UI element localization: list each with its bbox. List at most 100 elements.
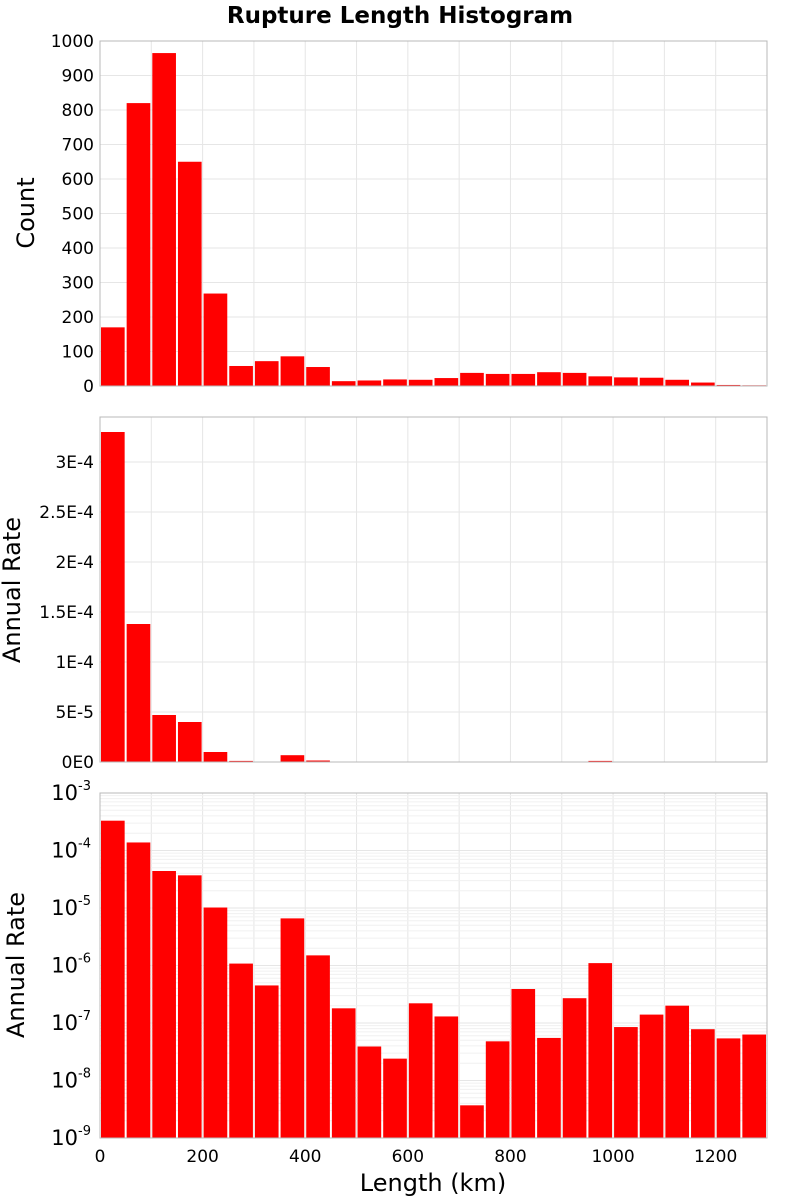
x-tick-label: 200: [186, 1147, 218, 1167]
histogram-bar: [460, 1105, 484, 1138]
histogram-bar: [203, 293, 228, 386]
histogram-bar: [101, 820, 125, 1138]
histogram-bar: [203, 907, 228, 1138]
y-tick-label: 900: [62, 67, 94, 87]
histogram-bar: [691, 1029, 715, 1138]
y-tick-label: 100: [62, 343, 94, 363]
histogram-bar: [716, 1038, 741, 1138]
y-axis-label: Annual Rate: [2, 892, 30, 1038]
histogram-bar: [280, 755, 305, 762]
histogram-bar: [408, 1003, 433, 1138]
histogram-bar: [126, 103, 151, 386]
x-tick-label: 800: [494, 1147, 526, 1167]
histogram-bar: [742, 1034, 766, 1138]
histogram-bar: [177, 722, 202, 762]
y-tick-label: 10-8: [51, 1067, 91, 1093]
histogram-bar: [126, 624, 151, 762]
plot-frame: [99, 40, 768, 387]
histogram-bar: [101, 432, 125, 762]
histogram-bar: [511, 989, 536, 1138]
y-tick-label: 10-6: [51, 952, 91, 978]
y-tick-label: 10-9: [51, 1124, 91, 1150]
y-tick-label: 1.5E-4: [39, 603, 94, 623]
x-tick-label: 1200: [694, 1147, 737, 1167]
x-tick-label: 400: [289, 1147, 321, 1167]
histogram-bar: [357, 380, 382, 386]
histogram-bar: [357, 1046, 382, 1138]
y-tick-label: 10-7: [51, 1009, 91, 1035]
y-tick-label: 0E0: [62, 753, 94, 773]
histogram-bar: [588, 376, 613, 386]
x-tick-label: 600: [392, 1147, 424, 1167]
histogram-bar: [639, 377, 664, 386]
histogram-bar: [306, 955, 330, 1138]
histogram-bar: [280, 918, 305, 1138]
histogram-bar: [152, 53, 176, 386]
histogram-bar: [203, 752, 228, 762]
x-tick-label: 0: [95, 1147, 106, 1167]
y-axis-label: Count: [12, 177, 40, 248]
histogram-bar: [101, 327, 125, 386]
y-tick-label: 200: [62, 308, 94, 328]
y-tick-label: 2.5E-4: [39, 503, 94, 523]
y-tick-label: 2E-4: [55, 553, 94, 573]
histogram-bar: [383, 1058, 407, 1138]
y-tick-label: 1000: [51, 32, 94, 52]
histogram-bar: [306, 760, 330, 762]
histogram-bar: [537, 372, 561, 386]
histogram-bar: [665, 1005, 690, 1138]
panel-3: 10-9 10-8 10-7 10-6 10-5 10-4 10-3 Annual Rate: [2, 779, 768, 1150]
histogram-bar: [562, 998, 587, 1138]
histogram-bar: [229, 760, 253, 762]
histogram-bar: [306, 367, 330, 386]
y-tick-label: 600: [62, 170, 94, 190]
y-tick-label: 500: [62, 205, 94, 225]
y-tick-label: 400: [62, 239, 94, 259]
plot-frame: [99, 416, 768, 763]
histogram-bar: [562, 372, 587, 386]
histogram-bar: [537, 1037, 561, 1138]
histogram-bar: [254, 361, 279, 386]
chart-title: Rupture Length Histogram: [227, 3, 573, 29]
y-tick-label: 3E-4: [55, 453, 94, 473]
y-tick-label: 10-5: [51, 894, 91, 920]
y-tick-label: 700: [62, 136, 94, 156]
y-axis-label: Annual Rate: [0, 517, 26, 663]
histogram-bar: [614, 377, 638, 387]
y-tick-label: 300: [62, 274, 94, 294]
histogram-bar: [434, 378, 459, 386]
histogram-bar: [229, 963, 253, 1138]
histogram-bar: [588, 963, 613, 1138]
histogram-bar: [691, 382, 715, 386]
y-tick-label: 0: [83, 377, 94, 397]
histogram-bar: [331, 381, 356, 386]
histogram-bar: [383, 379, 407, 386]
histogram-bar: [177, 875, 202, 1138]
x-axis-label: Length (km): [360, 1169, 506, 1197]
histogram-bar: [331, 1008, 356, 1138]
histogram-bar: [126, 842, 151, 1138]
histogram-bar: [254, 985, 279, 1138]
histogram-bar: [588, 760, 613, 762]
histogram-bar: [280, 356, 305, 386]
histogram-bar: [485, 373, 510, 386]
histogram-bar: [177, 161, 202, 386]
histogram-bar: [511, 373, 536, 386]
histogram-bar: [485, 1041, 510, 1138]
y-tick-label: 10-4: [51, 837, 91, 863]
plot-frame: [99, 792, 768, 1139]
y-tick-label: 5E-5: [55, 703, 94, 723]
histogram-bar: [229, 365, 253, 386]
histogram-bar: [408, 379, 433, 386]
histogram-bar: [639, 1014, 664, 1138]
histogram-bar: [152, 715, 176, 762]
y-tick-label: 800: [62, 101, 94, 121]
histogram-bar: [614, 1027, 638, 1138]
panel-1: 0 100 200 300 400 500 600 700 800 900 1000 Count: [12, 32, 768, 397]
histogram-bar: [665, 379, 690, 386]
histogram-bar: [152, 871, 176, 1138]
x-tick-label: 1000: [591, 1147, 634, 1167]
panel-2: 0E0 5E-5 1E-4 1.5E-4 2E-4 2.5E-4 3E-4 Annual Ra…: [0, 416, 768, 773]
histogram-bar: [716, 384, 741, 386]
